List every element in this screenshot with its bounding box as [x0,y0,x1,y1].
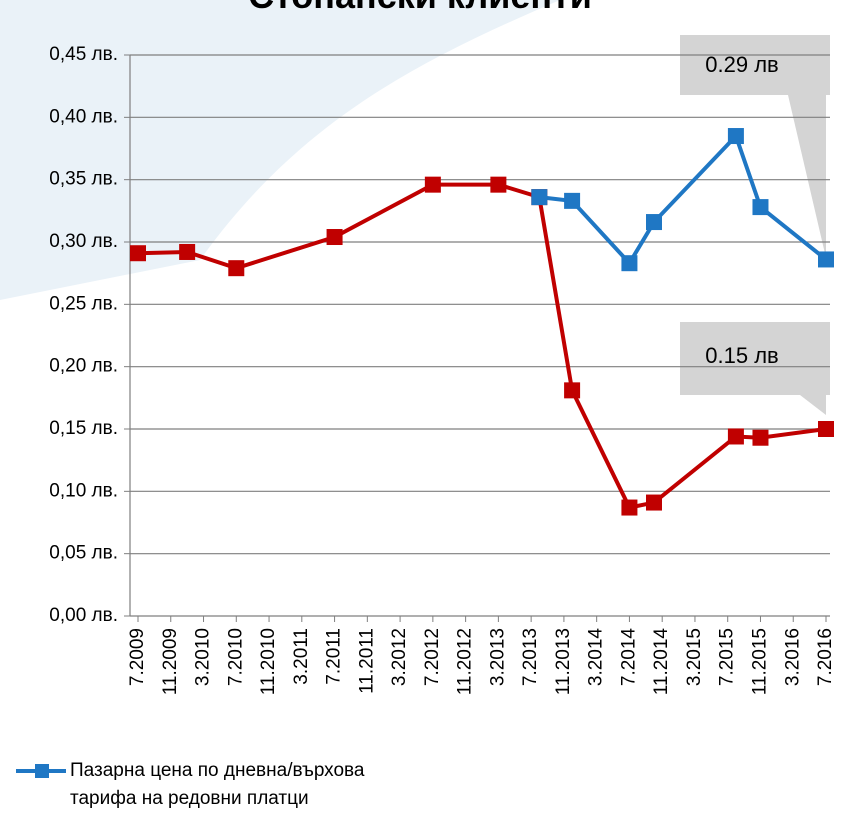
y-tick-label: 0,45 лв. [49,44,118,65]
y-tick-label: 0,05 лв. [49,543,118,564]
x-tick-label: 7.2013 [520,628,541,686]
legend-label-line: Пазарна цена по дневна/върхова [70,760,365,781]
x-tick-label: 7.2015 [717,628,738,686]
chart-title: Стопански клиенти [248,0,592,16]
callout-box [680,322,830,415]
x-tick-label: 11.2014 [651,628,672,696]
marker [621,499,638,516]
x-tick-label: 11.2009 [160,628,181,695]
marker [621,255,638,272]
y-tick-label: 0,15 лв. [49,418,118,439]
x-tick-label: 11.2012 [455,628,476,695]
y-tick-label: 0,35 лв. [49,169,118,190]
marker [490,176,507,193]
series-line [539,132,828,267]
marker [130,245,146,262]
x-tick-label: 3.2014 [586,628,607,687]
x-tick-label: 7.2009 [127,628,148,686]
legend-marker [35,764,49,778]
y-tick-label: 0,40 лв. [49,106,118,127]
marker [646,494,662,511]
marker [646,214,662,231]
marker [727,428,744,445]
x-tick-label: 7.2010 [225,628,246,686]
annotation: 0.15 лв [705,343,778,368]
x-tick-label: 7.2012 [422,628,443,686]
x-tick-label: 11.2015 [749,628,770,695]
marker [564,382,581,399]
marker [326,229,343,246]
marker [727,128,744,145]
x-tick-label: 3.2015 [684,628,705,686]
marker [752,199,769,216]
legend-label: Пазарна цена по дневна/върхова тарифа на … [70,760,365,809]
x-tick-label: 11.2011 [356,628,377,694]
background-swoosh [0,0,560,300]
x-tick-label: 11.2013 [553,628,574,695]
x-tick-label: 3.2016 [782,628,803,686]
x-tick-label: 3.2012 [389,628,410,686]
callout-box [680,35,830,258]
x-tick-label: 3.2010 [193,628,214,686]
y-tick-label: 0,10 лв. [49,480,118,501]
y-tick-label: 0,00 лв. [49,605,118,626]
marker [228,260,245,277]
marker [424,176,441,193]
annotation: 0.29 лв [705,52,778,77]
y-tick-label: 0,20 лв. [49,356,118,377]
y-tick-label: 0,25 лв. [49,293,118,314]
marker [179,243,196,260]
marker [752,429,769,446]
x-tick-label: 3.2011 [291,628,312,685]
x-tick-label: 3.2013 [487,628,508,686]
legend-label-line: тарифа на редовни платци [70,788,309,809]
marker [531,189,548,206]
x-tick-label: 11.2010 [258,628,279,695]
x-tick-label: 7.2011 [324,628,345,685]
x-tick-label: 7.2016 [815,628,836,686]
marker [818,421,834,437]
x-tick-label: 7.2014 [618,628,639,687]
marker [818,251,834,268]
marker [564,192,581,209]
y-tick-label: 0,30 лв. [49,231,118,252]
